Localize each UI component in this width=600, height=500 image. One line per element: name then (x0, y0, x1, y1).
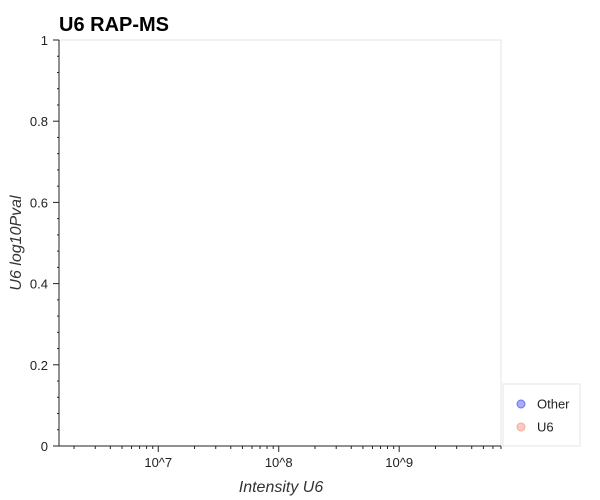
y-tick-label: 0.6 (30, 195, 48, 210)
y-axis: 0 0.2 0.4 0.6 0.8 1 (30, 33, 60, 454)
legend-marker (516, 422, 526, 432)
y-tick-label: 0.4 (30, 277, 48, 292)
legend-label: U6 (537, 420, 554, 435)
x-axis: 10^7 10^8 10^9 (59, 445, 502, 470)
legend: Other U6 (502, 383, 581, 447)
y-axis-label: U6 log10Pval (8, 195, 25, 291)
legend-marker (516, 399, 526, 409)
x-tick-label: 10^7 (144, 455, 172, 470)
y-tick-label: 0 (41, 439, 48, 454)
x-tick-label: 10^9 (385, 455, 413, 470)
plot-frame (58, 39, 502, 447)
y-tick-label: 0.2 (30, 358, 48, 373)
x-tick-label: 10^8 (265, 455, 293, 470)
y-tick-label: 1 (41, 33, 48, 48)
chart-title: U6 RAP-MS (59, 14, 169, 36)
y-tick-label: 0.8 (30, 114, 48, 129)
legend-box (502, 383, 581, 447)
legend-label: Other (537, 397, 570, 412)
x-axis-label: Intensity U6 (239, 479, 324, 496)
